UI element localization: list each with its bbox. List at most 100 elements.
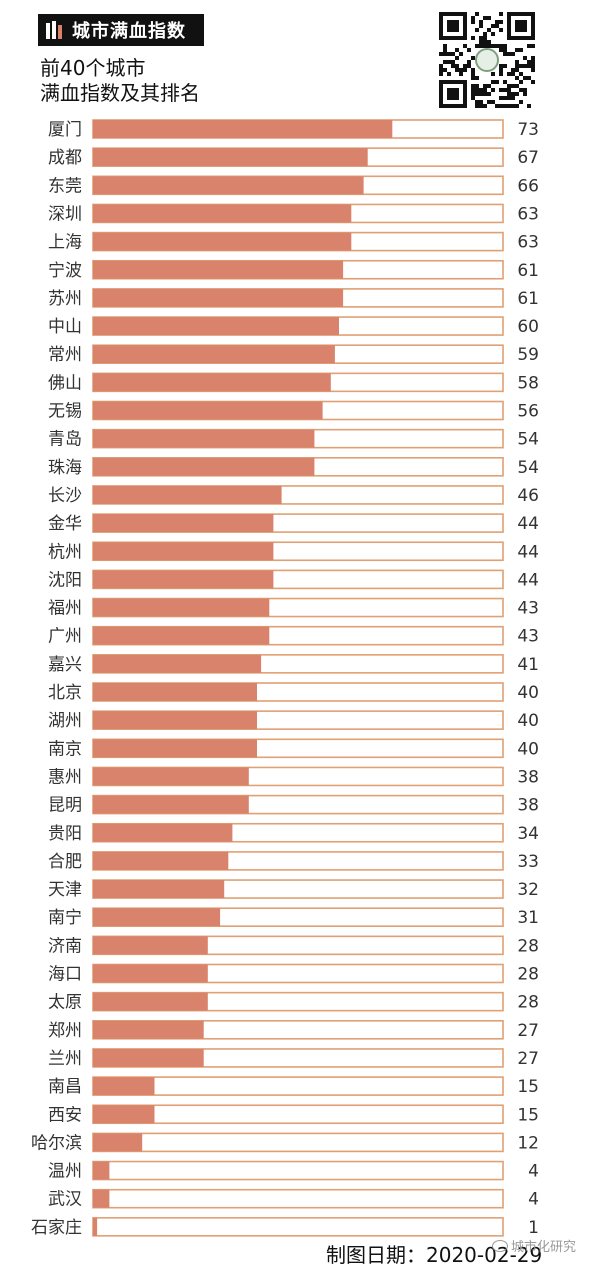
value-label: 43 xyxy=(517,599,539,619)
value-label: 40 xyxy=(517,683,539,703)
watermark: 城市化研究 xyxy=(492,1236,576,1255)
value-label: 4 xyxy=(528,1190,539,1210)
value-label: 59 xyxy=(517,345,539,365)
value-label: 38 xyxy=(517,796,539,816)
category-label: 温州 xyxy=(48,1162,82,1182)
bar xyxy=(93,711,257,730)
bar xyxy=(93,1161,110,1180)
category-label: 长沙 xyxy=(48,486,82,506)
bar xyxy=(93,232,352,251)
bar-track xyxy=(92,1217,504,1237)
category-label: 宁波 xyxy=(48,261,82,281)
bar xyxy=(93,204,352,223)
value-label: 1 xyxy=(528,1218,539,1238)
bar-track xyxy=(92,1188,504,1209)
category-label: 南宁 xyxy=(48,908,82,928)
category-label: 北京 xyxy=(48,683,82,703)
bar xyxy=(93,964,208,983)
badge-label: 城市满血指数 xyxy=(72,21,186,42)
bar xyxy=(93,1048,204,1067)
value-label: 41 xyxy=(517,655,539,675)
value-label: 44 xyxy=(517,542,539,562)
bar xyxy=(93,485,282,504)
bar xyxy=(93,260,344,279)
bar xyxy=(93,1020,204,1039)
value-label: 46 xyxy=(517,486,539,506)
bar xyxy=(93,570,274,589)
value-label: 44 xyxy=(517,514,539,534)
bar-track xyxy=(92,1132,504,1153)
bar xyxy=(93,795,249,814)
category-label: 青岛 xyxy=(48,430,82,450)
value-label: 15 xyxy=(517,1105,539,1125)
category-label: 杭州 xyxy=(48,542,82,562)
watermark-label: 城市化研究 xyxy=(511,1240,577,1255)
category-label: 武汉 xyxy=(48,1190,82,1210)
bar xyxy=(93,514,274,533)
category-label: 厦门 xyxy=(48,120,82,140)
value-label: 63 xyxy=(517,204,539,224)
bar xyxy=(93,401,323,420)
value-label: 28 xyxy=(517,965,539,985)
category-label: 昆明 xyxy=(48,796,82,816)
category-label: 石家庄 xyxy=(31,1218,82,1238)
value-label: 40 xyxy=(517,711,539,731)
value-label: 27 xyxy=(517,1021,539,1041)
value-label: 33 xyxy=(517,852,539,872)
chart-title: 前40个城市 xyxy=(40,56,146,80)
category-label: 东莞 xyxy=(48,176,82,196)
bar xyxy=(93,120,393,138)
value-label: 34 xyxy=(517,824,539,844)
category-label: 湖州 xyxy=(48,711,82,731)
category-label: 惠州 xyxy=(48,767,82,787)
category-label: 西安 xyxy=(48,1105,82,1125)
chart-title-block: 前40个城市 满血指数及其排名 xyxy=(40,56,340,106)
category-label: 南昌 xyxy=(48,1077,82,1097)
category-label: 郑州 xyxy=(48,1021,82,1041)
value-label: 38 xyxy=(517,767,539,787)
bar xyxy=(93,345,335,364)
category-label: 无锡 xyxy=(48,402,82,422)
bar xyxy=(93,767,249,786)
category-label: 常州 xyxy=(48,345,82,365)
chart-subtitle: 满血指数及其排名 xyxy=(40,81,200,105)
value-label: 12 xyxy=(517,1133,539,1153)
bar-chart-icon xyxy=(38,14,72,46)
bar-track xyxy=(92,1160,504,1181)
bar xyxy=(93,936,208,955)
category-label: 沈阳 xyxy=(48,570,82,590)
value-label: 28 xyxy=(517,993,539,1013)
value-label: 58 xyxy=(517,373,539,393)
category-label: 佛山 xyxy=(48,373,82,393)
category-label: 金华 xyxy=(48,514,82,534)
bar xyxy=(93,880,225,899)
bar xyxy=(93,1077,155,1096)
value-label: 54 xyxy=(517,430,539,450)
value-label: 28 xyxy=(517,936,539,956)
bar xyxy=(93,739,257,758)
category-label: 成都 xyxy=(48,148,82,168)
category-label: 南京 xyxy=(48,739,82,759)
category-label: 中山 xyxy=(48,317,82,337)
category-label: 上海 xyxy=(48,233,82,253)
value-label: 56 xyxy=(517,402,539,422)
bar xyxy=(93,851,229,870)
category-label: 海口 xyxy=(48,965,82,985)
bar xyxy=(93,992,208,1011)
category-label: 天津 xyxy=(48,880,82,900)
category-label: 福州 xyxy=(48,599,82,619)
bar xyxy=(93,683,257,701)
wechat-icon xyxy=(492,1239,508,1252)
value-label: 40 xyxy=(517,739,539,759)
bar xyxy=(93,176,364,195)
value-label: 44 xyxy=(517,570,539,590)
bar xyxy=(93,626,270,645)
category-label: 济南 xyxy=(48,936,82,956)
value-label: 27 xyxy=(517,1049,539,1069)
bar xyxy=(93,542,274,561)
value-label: 63 xyxy=(517,233,539,253)
bar xyxy=(93,288,344,307)
category-label: 嘉兴 xyxy=(48,655,82,675)
category-label: 苏州 xyxy=(48,289,82,309)
